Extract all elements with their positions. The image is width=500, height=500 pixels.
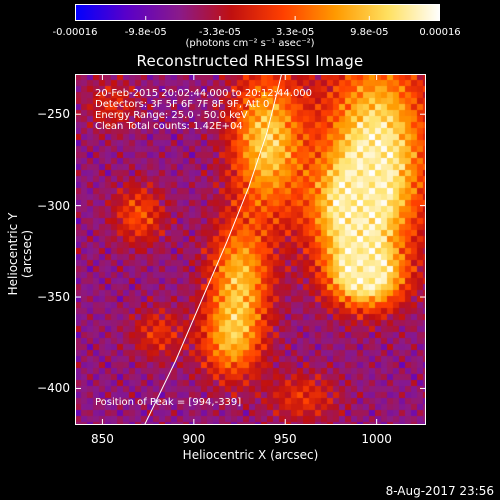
y-tick-label: −250: [37, 107, 70, 122]
y-tick-label: −300: [37, 198, 70, 213]
y-tick-label: −400: [37, 381, 70, 396]
plot-area: 20-Feb-2015 20:02:44.000 to 20:12:44.000…: [75, 74, 426, 425]
info-time-range: 20-Feb-2015 20:02:44.000 to 20:12:44.000: [95, 88, 313, 99]
y-tick-label: −350: [37, 290, 70, 305]
timestamp-footer: 8-Aug-2017 23:56: [385, 484, 494, 498]
x-tick-label: 850: [90, 432, 114, 446]
info-detectors: Detectors: 3F 5F 6F 7F 8F 9F, Att 0: [95, 99, 270, 110]
x-tick-label: 900: [182, 432, 206, 446]
heatmap-image: [75, 74, 426, 425]
colorbar-tick-label: -9.8e-05: [124, 27, 167, 38]
colorbar-tick-label: 9.8e-05: [350, 27, 389, 38]
plot-frame: [75, 74, 426, 425]
x-axis-label: Heliocentric X (arcsec): [182, 448, 319, 462]
chart-title: Reconstructed RHESSI Image: [136, 52, 364, 70]
info-clean-counts: Clean Total counts: 1.42E+04: [95, 121, 243, 132]
y-axis-label: Heliocentric Y (arcsec): [6, 212, 34, 296]
colorbar-tick-label: -0.00016: [52, 27, 98, 38]
info-energy-range: Energy Range: 25.0 - 50.0 keV: [95, 110, 248, 121]
solar-limb-curve: [144, 74, 283, 425]
colorbar-units: (photons cm⁻² s⁻¹ asec⁻²): [185, 38, 315, 49]
colorbar-tick-label: 0.00016: [419, 27, 461, 38]
colorbar: [75, 4, 440, 21]
info-peak-position: Position of Peak = [994,-339]: [95, 397, 242, 408]
x-tick-label: 950: [273, 432, 297, 446]
colorbar-tick-label: -3.3e-05: [198, 27, 241, 38]
plot-overlay: [75, 74, 426, 425]
x-tick-label: 1000: [361, 432, 392, 446]
colorbar-tick-label: 3.3e-05: [275, 27, 315, 38]
